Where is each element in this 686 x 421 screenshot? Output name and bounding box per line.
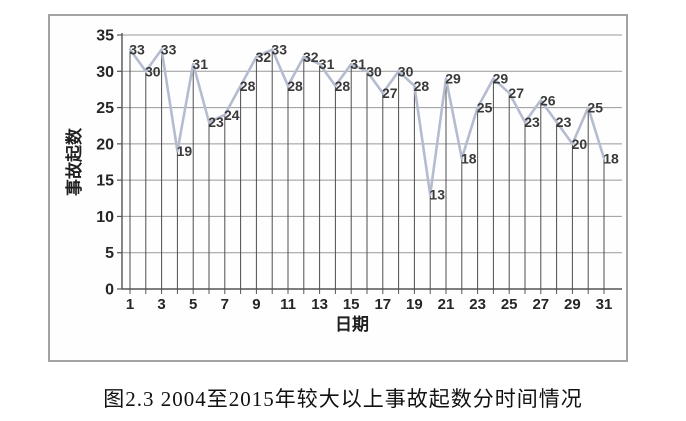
x-tick-label: 15 — [343, 296, 360, 313]
x-tick-label: 7 — [221, 296, 229, 313]
data-point-label: 31 — [319, 56, 335, 72]
y-tick-label: 30 — [96, 64, 114, 81]
data-point-label: 32 — [303, 49, 319, 65]
data-point-label: 19 — [177, 143, 193, 159]
data-point-label: 30 — [145, 63, 161, 79]
y-tick-label: 35 — [96, 28, 114, 45]
data-point-label: 30 — [398, 63, 414, 79]
x-tick-label: 3 — [157, 296, 165, 313]
y-tick-label: 0 — [105, 282, 114, 299]
data-point-label: 33 — [271, 42, 287, 58]
x-tick-label: 9 — [252, 296, 260, 313]
y-tick-label: 10 — [96, 209, 114, 226]
x-tick-label: 19 — [406, 296, 423, 313]
data-point-label: 18 — [603, 150, 619, 166]
data-point-label: 26 — [540, 92, 556, 108]
x-tick-label: 13 — [311, 296, 328, 313]
data-point-label: 33 — [129, 42, 145, 58]
x-tick-label: 1 — [126, 296, 134, 313]
data-point-label: 28 — [414, 78, 430, 94]
y-tick-label: 15 — [96, 173, 114, 190]
data-point-label: 29 — [445, 71, 461, 87]
x-tick-label: 23 — [469, 296, 486, 313]
data-point-label: 33 — [161, 42, 177, 58]
data-point-label: 18 — [461, 150, 477, 166]
data-point-label: 28 — [240, 78, 256, 94]
y-tick-label: 25 — [96, 100, 114, 117]
x-tick-label: 31 — [596, 296, 613, 313]
x-tick-label: 11 — [280, 296, 296, 313]
data-point-label: 30 — [366, 63, 382, 79]
data-point-label: 28 — [287, 78, 303, 94]
x-tick-label: 21 — [438, 296, 455, 313]
data-point-label: 31 — [350, 56, 366, 72]
data-point-label: 23 — [556, 114, 572, 130]
x-tick-label: 5 — [189, 296, 197, 313]
figure-caption: 图2.3 2004至2015年较大以上事故起数分时间情况 — [103, 387, 583, 411]
x-tick-label: 17 — [374, 296, 391, 313]
data-point-label: 23 — [208, 114, 224, 130]
x-axis-title: 日期 — [335, 315, 369, 334]
y-tick-label: 5 — [105, 245, 114, 262]
x-tick-label: 25 — [501, 296, 518, 313]
data-point-label: 28 — [335, 78, 351, 94]
x-tick-label: 27 — [532, 296, 549, 313]
data-point-label: 27 — [382, 85, 398, 101]
y-axis-title: 事故起数 — [64, 127, 84, 196]
data-point-label: 29 — [493, 71, 509, 87]
data-point-label: 31 — [192, 56, 208, 72]
data-line — [128, 48, 606, 196]
data-point-label: 25 — [587, 100, 603, 116]
data-point-label: 23 — [524, 114, 540, 130]
data-point-label: 13 — [429, 187, 445, 203]
y-tick-label: 20 — [96, 136, 114, 153]
chart-area: 0 5 10 15 20 25 30 35 1 3 5 7 9 11 13 15 17 19 21 23 25 27 29 3… — [48, 14, 628, 362]
data-point-label: 32 — [256, 49, 272, 65]
data-point-label: 20 — [572, 136, 588, 152]
data-point-label: 27 — [508, 85, 524, 101]
x-tick-label: 29 — [564, 296, 581, 313]
data-point-label: 25 — [477, 100, 493, 116]
data-point-label: 24 — [224, 107, 240, 123]
